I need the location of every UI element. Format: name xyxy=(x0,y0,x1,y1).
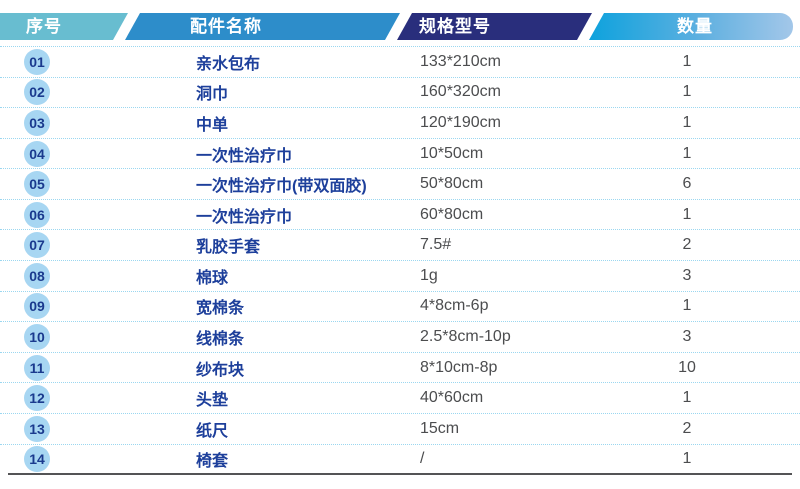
qty-value: 1 xyxy=(682,83,692,101)
part-name: 一次性治疗巾 xyxy=(196,208,293,226)
qty-value: 2 xyxy=(682,236,692,254)
part-name: 线棉条 xyxy=(196,330,245,348)
qty-value: 3 xyxy=(682,327,692,345)
part-name: 宽棉条 xyxy=(196,300,245,318)
serial-badge: 10 xyxy=(24,323,50,350)
table-bottom-rule xyxy=(8,473,792,475)
spec-value: 60*80cm xyxy=(420,205,484,223)
table-body: 01 亲水包布 133*210cm 1 02 洞巾 160*320cm 1 03… xyxy=(0,46,800,474)
serial-badge: 14 xyxy=(24,446,50,473)
part-name: 纸尺 xyxy=(196,422,229,440)
part-name: 一次性治疗巾 xyxy=(196,147,293,165)
qty-value: 3 xyxy=(682,266,692,284)
spec-value: 133*210cm xyxy=(420,52,501,70)
serial-badge: 04 xyxy=(24,140,50,167)
qty-value: 1 xyxy=(682,52,692,70)
qty-value: 10 xyxy=(678,358,696,376)
table-row: 02 洞巾 160*320cm 1 xyxy=(0,76,800,108)
serial-badge: 02 xyxy=(24,79,50,106)
serial-badge: 01 xyxy=(24,48,50,75)
spec-value: 7.5# xyxy=(420,236,452,254)
part-name: 纱布块 xyxy=(196,361,245,379)
spec-value: / xyxy=(420,450,425,468)
spec-value: 40*60cm xyxy=(420,389,484,407)
table-row: 06 一次性治疗巾 60*80cm 1 xyxy=(0,198,800,230)
table-row: 09 宽棉条 4*8cm-6p 1 xyxy=(0,290,800,322)
qty-value: 1 xyxy=(682,113,692,131)
table-row: 07 乳胶手套 7.5# 2 xyxy=(0,229,800,260)
qty-value: 1 xyxy=(682,144,692,162)
qty-value: 1 xyxy=(682,205,692,223)
part-name: 中单 xyxy=(196,116,229,134)
serial-badge: 09 xyxy=(24,293,50,320)
part-name: 头垫 xyxy=(196,392,229,410)
table-row: 04 一次性治疗巾 10*50cm 1 xyxy=(0,137,800,169)
serial-badge: 05 xyxy=(24,171,50,198)
table-row: 14 椅套 / 1 xyxy=(0,443,800,475)
qty-value: 1 xyxy=(682,297,692,315)
spec-value: 4*8cm-6p xyxy=(420,297,489,315)
serial-badge: 07 xyxy=(24,232,50,259)
table-row: 13 纸尺 15cm 2 xyxy=(0,412,800,444)
serial-badge: 11 xyxy=(24,354,50,381)
table-row: 05 一次性治疗巾(带双面胶) 50*80cm 6 xyxy=(0,168,800,199)
part-name: 一次性治疗巾(带双面胶) xyxy=(196,178,367,196)
spec-value: 50*80cm xyxy=(420,175,484,193)
qty-value: 6 xyxy=(682,175,692,193)
serial-badge: 13 xyxy=(24,415,50,442)
spec-value: 15cm xyxy=(420,419,460,437)
qty-value: 2 xyxy=(682,419,692,437)
part-name: 乳胶手套 xyxy=(196,239,261,257)
table-row: 11 纱布块 8*10cm-8p 10 xyxy=(0,351,800,383)
part-name: 洞巾 xyxy=(196,86,229,104)
qty-value: 1 xyxy=(682,450,692,468)
spec-value: 120*190cm xyxy=(420,113,501,131)
serial-badge: 12 xyxy=(24,385,50,412)
spec-value: 10*50cm xyxy=(420,144,484,162)
table-row: 01 亲水包布 133*210cm 1 xyxy=(0,46,800,77)
spec-value: 8*10cm-8p xyxy=(420,358,498,376)
column-header-serial: 序号 xyxy=(0,13,128,40)
part-name: 棉球 xyxy=(196,269,229,287)
table-row: 12 头垫 40*60cm 1 xyxy=(0,382,800,413)
serial-badge: 08 xyxy=(24,262,50,289)
table-row: 10 线棉条 2.5*8cm-10p 3 xyxy=(0,321,800,352)
column-header-part-name: 配件名称 xyxy=(125,13,400,40)
serial-badge: 03 xyxy=(24,109,50,136)
table-row: 03 中单 120*190cm 1 xyxy=(0,107,800,138)
column-header-qty: 数量 xyxy=(589,13,793,40)
qty-value: 1 xyxy=(682,389,692,407)
column-header-spec: 规格型号 xyxy=(397,13,592,40)
spec-value: 160*320cm xyxy=(420,83,501,101)
part-name: 亲水包布 xyxy=(196,55,261,73)
table-row: 08 棉球 1g 3 xyxy=(0,260,800,291)
serial-badge: 06 xyxy=(24,201,50,228)
spec-value: 1g xyxy=(420,266,438,284)
part-name: 椅套 xyxy=(196,453,229,471)
spec-value: 2.5*8cm-10p xyxy=(420,327,511,345)
